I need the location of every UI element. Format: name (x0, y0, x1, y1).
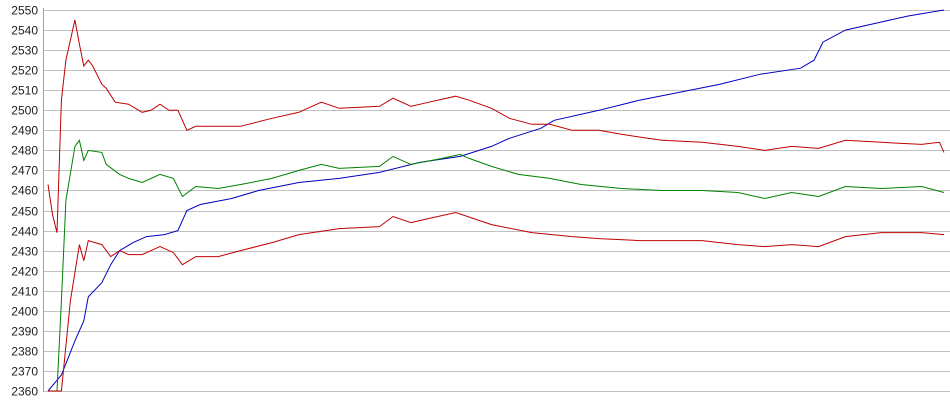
series-lines (47, 9, 945, 392)
series-line-2 (48, 139, 945, 392)
y-tick-label: 2400 (11, 305, 38, 319)
y-tick-label: 2510 (11, 84, 38, 98)
y-tick-label: 2480 (11, 144, 38, 158)
y-tick-label: 2530 (11, 44, 38, 58)
y-tick-label: 2470 (11, 164, 38, 178)
y-tick-label: 2500 (11, 104, 38, 118)
y-tick-label: 2430 (11, 245, 38, 259)
y-axis-ticks: 2360 2370 2380 2390 2400 2410 2420 2430 2440 2450… (11, 4, 38, 399)
y-tick-label: 2410 (11, 285, 38, 299)
series-line-1 (47, 19, 945, 233)
y-tick-label: 2390 (11, 325, 38, 339)
y-tick-label: 2520 (11, 64, 38, 78)
y-tick-label: 2550 (11, 4, 38, 18)
y-tick-label: 2370 (11, 365, 38, 379)
y-tick-label: 2540 (11, 24, 38, 38)
series-line-3 (48, 211, 945, 392)
y-tick-label: 2360 (11, 385, 38, 399)
y-tick-label: 2450 (11, 205, 38, 219)
y-tick-label: 2460 (11, 184, 38, 198)
series-line-0 (47, 9, 945, 392)
y-tick-label: 2490 (11, 124, 38, 138)
grid (44, 10, 950, 392)
y-tick-label: 2420 (11, 265, 38, 279)
y-tick-label: 2440 (11, 225, 38, 239)
y-tick-label: 2380 (11, 345, 38, 359)
